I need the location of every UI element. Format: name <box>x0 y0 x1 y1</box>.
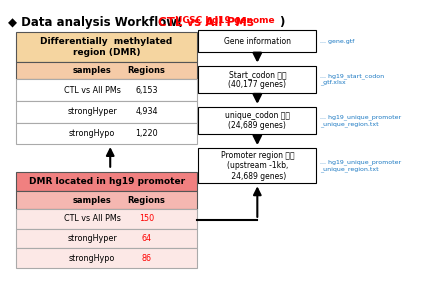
Text: CTL vs All PMs: CTL vs All PMs <box>64 86 120 95</box>
Text: Differentially  methylated
region (DMR): Differentially methylated region (DMR) <box>41 37 173 57</box>
Text: unique_codon 추출
(24,689 genes): unique_codon 추출 (24,689 genes) <box>225 111 290 130</box>
Bar <box>198 66 316 93</box>
Bar <box>16 248 198 268</box>
Bar <box>16 62 198 79</box>
Text: strongHyper: strongHyper <box>67 234 117 243</box>
Text: strongHypo: strongHypo <box>69 129 115 138</box>
Text: samples: samples <box>73 196 112 205</box>
Text: ): ) <box>279 15 284 29</box>
Text: 4,934: 4,934 <box>135 107 158 116</box>
Text: DMR located in hg19 promoter: DMR located in hg19 promoter <box>29 177 185 186</box>
Text: UCSC hg19 genome: UCSC hg19 genome <box>175 15 275 25</box>
Text: 150: 150 <box>139 214 154 223</box>
Text: CTL vs All PMs: CTL vs All PMs <box>64 214 120 223</box>
Bar <box>16 123 198 144</box>
Text: Regions: Regions <box>127 66 165 75</box>
Text: ... hg19_start_codon
_gtf.xlsx: ... hg19_start_codon _gtf.xlsx <box>320 73 384 85</box>
Bar <box>16 32 198 62</box>
Text: ... hg19_unique_promoter
_unique_region.txt: ... hg19_unique_promoter _unique_region.… <box>320 115 401 127</box>
Text: Gene information: Gene information <box>224 37 291 46</box>
Text: Regions: Regions <box>127 196 165 205</box>
Text: strongHyper: strongHyper <box>67 107 117 116</box>
Text: Promoter region 설정
(upstream -1kb,
 24,689 genes): Promoter region 설정 (upstream -1kb, 24,68… <box>220 151 294 181</box>
Bar <box>16 209 198 229</box>
Text: ... hg19_unique_promoter
_unique_region.txt: ... hg19_unique_promoter _unique_region.… <box>320 160 401 172</box>
Text: samples: samples <box>73 66 112 75</box>
Bar <box>16 101 198 123</box>
Text: 6,153: 6,153 <box>135 86 158 95</box>
Bar <box>198 107 316 134</box>
Text: CTL vs All PMs: CTL vs All PMs <box>158 15 254 29</box>
Bar <box>16 172 198 191</box>
Bar <box>16 79 198 101</box>
Text: 86: 86 <box>142 253 152 263</box>
Text: strongHypo: strongHypo <box>69 253 115 263</box>
Bar <box>198 30 316 52</box>
Bar <box>16 191 198 209</box>
Text: ◆ Data analysis Workflow(: ◆ Data analysis Workflow( <box>8 15 183 29</box>
Bar <box>16 229 198 248</box>
Text: 1,220: 1,220 <box>135 129 158 138</box>
Bar <box>198 148 316 184</box>
Text: ... gene.gtf: ... gene.gtf <box>320 38 355 43</box>
Text: 64: 64 <box>142 234 152 243</box>
Text: Start_codon 추출
(40,177 genes): Start_codon 추출 (40,177 genes) <box>228 70 286 89</box>
